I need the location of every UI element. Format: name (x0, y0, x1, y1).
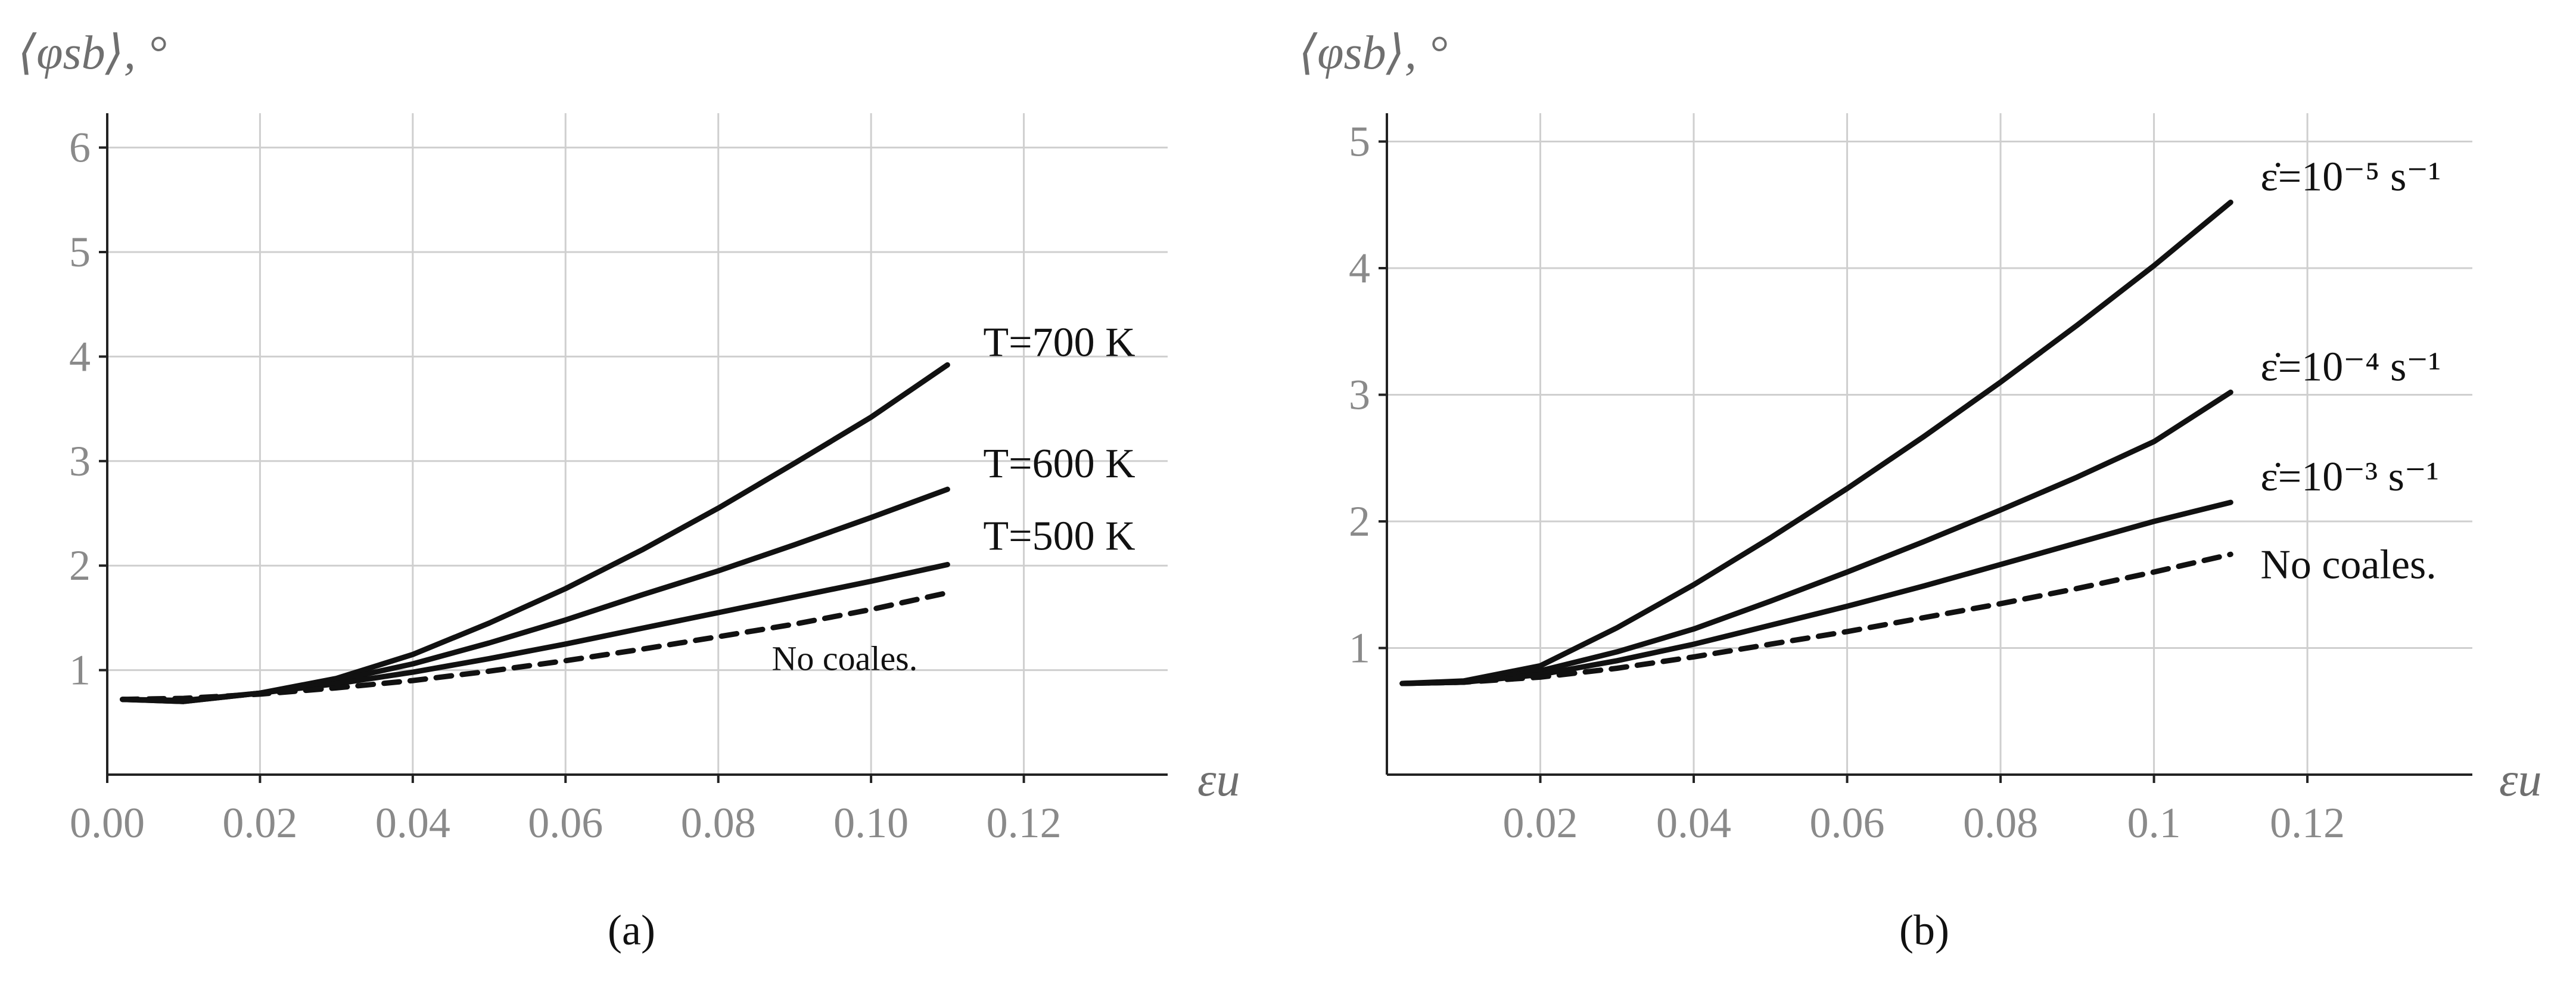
chart-a-panel-label: (a) (608, 906, 655, 954)
chart-a-series-label-1: T=700 K (983, 319, 1135, 365)
chart-a-x-tick-label: 0.10 (833, 799, 909, 847)
chart-a-series-line-4 (120, 590, 950, 703)
chart-b-series-line-3 (1399, 499, 2233, 686)
chart-b-x-tick-label: 0.12 (2270, 799, 2345, 847)
chart-a-x-tick-label: 0.00 (70, 799, 145, 847)
chart-a-series-line-3 (120, 562, 950, 703)
chart-b-series-line-2 (1399, 389, 2233, 686)
chart-b-series-label-1: ε̇=10⁻⁵ s⁻¹ (2260, 154, 2441, 200)
chart-b-panel-label: (b) (1899, 906, 1949, 954)
chart-b-series-label-4: No coales. (2260, 542, 2436, 588)
chart-b-x-tick-label: 0.08 (1963, 799, 2038, 847)
chart-a-x-tick-label: 0.04 (375, 799, 450, 847)
chart-a-y-tick-label: 1 (69, 647, 91, 694)
chart-a-x-tick-label: 0.12 (987, 799, 1062, 847)
chart-b-series-line-1 (1399, 200, 2233, 686)
chart-a-y-tick-label: 2 (69, 542, 91, 589)
chart-a-y-tick-label: 5 (69, 228, 91, 276)
chart-a-annotation-1: No coales. (771, 639, 917, 678)
chart-a-x-tick-label: 0.06 (528, 799, 603, 847)
chart-a-x-tick-label: 0.02 (222, 799, 297, 847)
chart-b-y-axis-title: ⟨φsb⟩, ° (1299, 27, 1448, 79)
chart-b-x-tick-label: 0.06 (1810, 799, 1885, 847)
chart-b-x-tick-label: 0.1 (2127, 799, 2181, 847)
chart-b-x-tick-label: 0.04 (1656, 799, 1731, 847)
chart-b-x-tick-label: 0.02 (1503, 799, 1578, 847)
chart-b-y-tick-label: 1 (1349, 624, 1370, 672)
chart-b-y-tick-label: 5 (1349, 118, 1370, 166)
chart-a-y-tick-label: 6 (69, 124, 91, 172)
chart-a-y-tick-label: 3 (69, 437, 91, 485)
chart-a-x-tick-label: 0.08 (681, 799, 756, 847)
chart-b-y-tick-label: 2 (1349, 498, 1370, 545)
chart-a-series-label-2: T=600 K (983, 441, 1135, 487)
chart-a-x-axis-title: εu (1197, 754, 1240, 806)
chart-b-series-line-4 (1399, 551, 2233, 686)
chart-b-y-tick-label: 3 (1349, 371, 1370, 419)
chart-b-x-axis-title: εu (2499, 754, 2542, 806)
chart-b-series-label-2: ε̇=10⁻⁴ s⁻¹ (2260, 344, 2441, 390)
chart-a-series-label-3: T=500 K (983, 513, 1135, 559)
chart-b-series-label-3: ε̇=10⁻³ s⁻¹ (2260, 454, 2438, 500)
chart-a-y-axis-title: ⟨φsb⟩, ° (18, 27, 167, 79)
chart-a-y-tick-label: 4 (69, 332, 91, 380)
chart-b-y-tick-label: 4 (1349, 244, 1370, 292)
